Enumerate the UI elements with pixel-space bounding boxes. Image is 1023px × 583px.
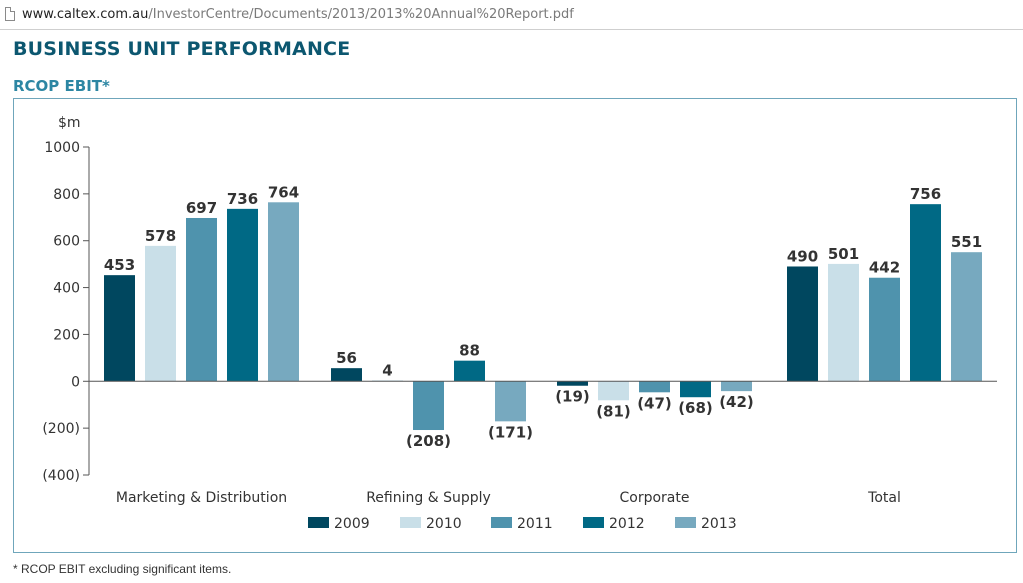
legend-label: 2013: [701, 516, 737, 532]
bar: [869, 277, 900, 382]
bar: [828, 263, 859, 382]
data-label: 4: [382, 361, 392, 379]
bar: [598, 381, 629, 401]
bar: [268, 202, 299, 382]
data-label: 697: [186, 199, 217, 217]
data-label: 578: [145, 227, 176, 245]
category-label: Corporate: [620, 490, 690, 506]
data-label: (208): [406, 432, 451, 450]
legend-swatch: [308, 517, 329, 528]
legend-label: 2012: [609, 516, 645, 532]
bar: [145, 245, 176, 382]
bar: [639, 381, 670, 393]
bar: [951, 252, 982, 382]
bar: [721, 381, 752, 392]
y-tick-label: (200): [42, 421, 80, 437]
legend-swatch: [675, 517, 696, 528]
legend-label: 2011: [517, 516, 553, 532]
bar: [227, 208, 258, 382]
data-label: 88: [459, 342, 480, 360]
data-label: 453: [104, 256, 135, 274]
y-tick-label: 400: [53, 281, 80, 297]
chart-subtitle: RCOP EBIT*: [13, 77, 110, 95]
bar: [557, 381, 588, 386]
url-text[interactable]: www.caltex.com.au/InvestorCentre/Documen…: [22, 7, 574, 22]
bar: [495, 381, 526, 422]
y-tick-label: (400): [42, 468, 80, 484]
bar: [454, 360, 485, 382]
category-label: Marketing & Distribution: [116, 490, 287, 506]
data-label: 56: [336, 349, 357, 367]
section-title: BUSINESS UNIT PERFORMANCE: [13, 38, 351, 60]
data-label: (19): [555, 388, 590, 406]
footnote: * RCOP EBIT excluding significant items.: [13, 562, 232, 576]
y-tick-label: 800: [53, 187, 80, 203]
bar: [331, 368, 362, 382]
category-label: Total: [867, 490, 901, 506]
document-icon: [5, 7, 15, 21]
bar: [186, 217, 217, 382]
y-tick-label: 1000: [44, 140, 80, 156]
address-bar[interactable]: www.caltex.com.au/InvestorCentre/Documen…: [0, 0, 1023, 30]
url-host: www.caltex.com.au: [22, 7, 149, 22]
legend-label: 2009: [334, 516, 370, 532]
url-path: /InvestorCentre/Documents/2013/2013%20An…: [148, 7, 574, 22]
data-label: 442: [869, 259, 900, 277]
data-label: (68): [678, 399, 713, 417]
data-label: (81): [596, 402, 631, 420]
legend-swatch: [583, 517, 604, 528]
bar: [910, 204, 941, 382]
chart-frame: $m 1000 800 600 400 200 0 (200) (400) 453 56 (19) 49…: [13, 98, 1017, 553]
legend-swatch: [491, 517, 512, 528]
bar: [104, 275, 135, 382]
data-label: 736: [227, 190, 258, 208]
bar: [787, 266, 818, 382]
y-tick-label: 0: [71, 374, 80, 390]
data-label: (42): [719, 393, 754, 411]
data-label: (171): [488, 423, 533, 441]
category-label: Refining & Supply: [366, 490, 491, 506]
y-axis-label: $m: [58, 115, 81, 131]
data-label: 501: [828, 245, 859, 263]
bar-chart: $m 1000 800 600 400 200 0 (200) (400) 453 56 (19) 49…: [42, 115, 997, 532]
legend-label: 2010: [426, 516, 462, 532]
data-label: (47): [637, 394, 672, 412]
data-label: 756: [910, 185, 941, 203]
data-label: 551: [951, 233, 982, 251]
bar: [680, 381, 711, 398]
data-label: 764: [268, 183, 299, 201]
data-label: 490: [787, 247, 818, 265]
y-tick-label: 600: [53, 234, 80, 250]
legend-swatch: [400, 517, 421, 528]
y-tick-label: 200: [53, 327, 80, 343]
bar: [413, 381, 444, 431]
